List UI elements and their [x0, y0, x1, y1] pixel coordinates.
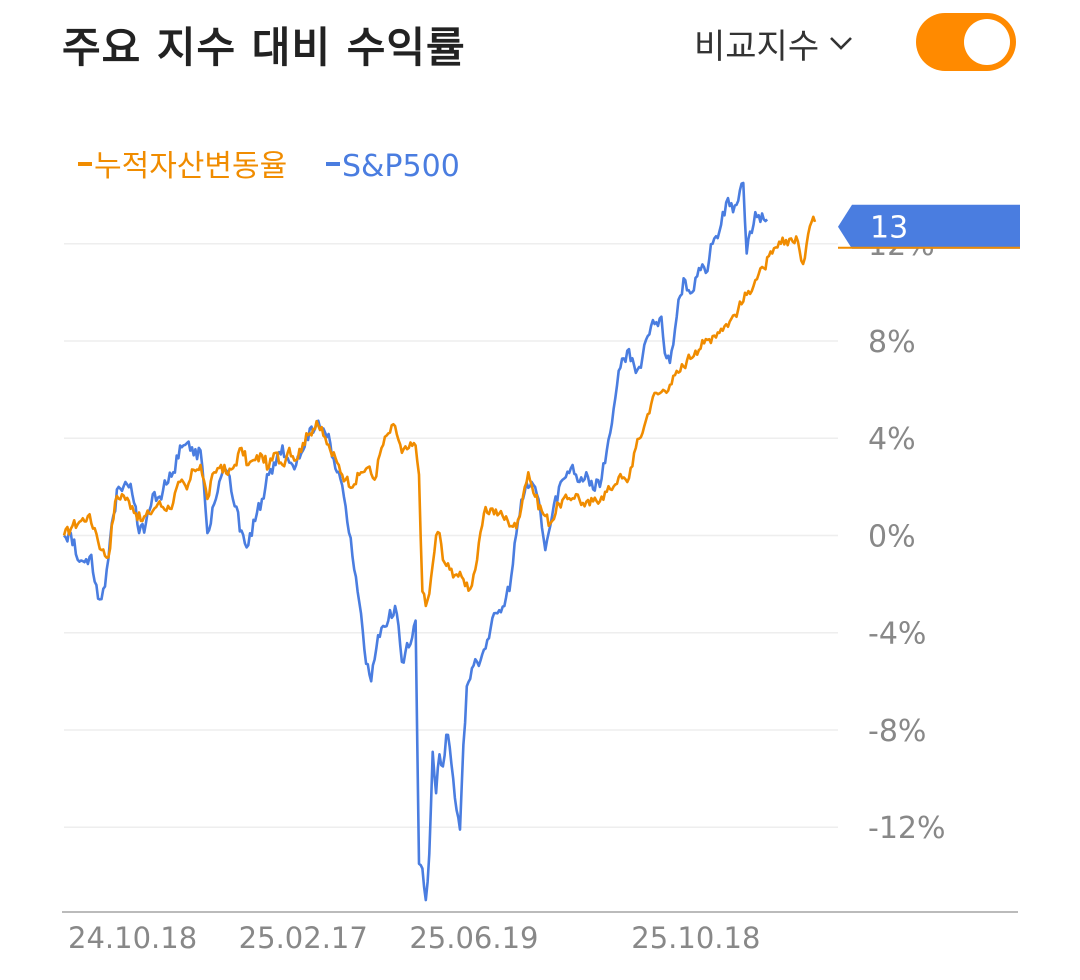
- legend-label: 누적자산변동율: [94, 149, 287, 184]
- compare-index-dropdown[interactable]: 비교지수: [694, 18, 855, 68]
- y-tick-label: 8%: [868, 325, 916, 360]
- y-tick-label: -4%: [868, 617, 926, 652]
- y-tick-label: 0%: [868, 519, 916, 554]
- compare-index-label: 비교지수: [694, 26, 820, 67]
- page-title: 주요 지수 대비 수익률: [62, 23, 466, 72]
- x-tick-label: 25.10.18: [631, 921, 760, 955]
- series-line-portfolio: [62, 215, 817, 608]
- x-tick-label: 24.10.18: [68, 921, 197, 955]
- compare-toggle[interactable]: [916, 13, 1016, 71]
- x-tick-label: 25.06.19: [409, 921, 538, 955]
- toggle-knob: [964, 19, 1010, 65]
- value-callout: [838, 204, 1020, 249]
- y-tick-label: 4%: [868, 422, 916, 457]
- header: 주요 지수 대비 수익률 비교지수: [0, 0, 1080, 90]
- legend-label: S&P500: [342, 149, 460, 184]
- y-tick-label: -12%: [868, 811, 946, 846]
- x-tick-label: 25.02.17: [239, 921, 368, 955]
- y-tick-label: -8%: [868, 714, 926, 749]
- chevron-down-icon: [827, 29, 855, 57]
- callout-value: 13: [870, 211, 908, 246]
- series-line-sp500: [63, 181, 769, 902]
